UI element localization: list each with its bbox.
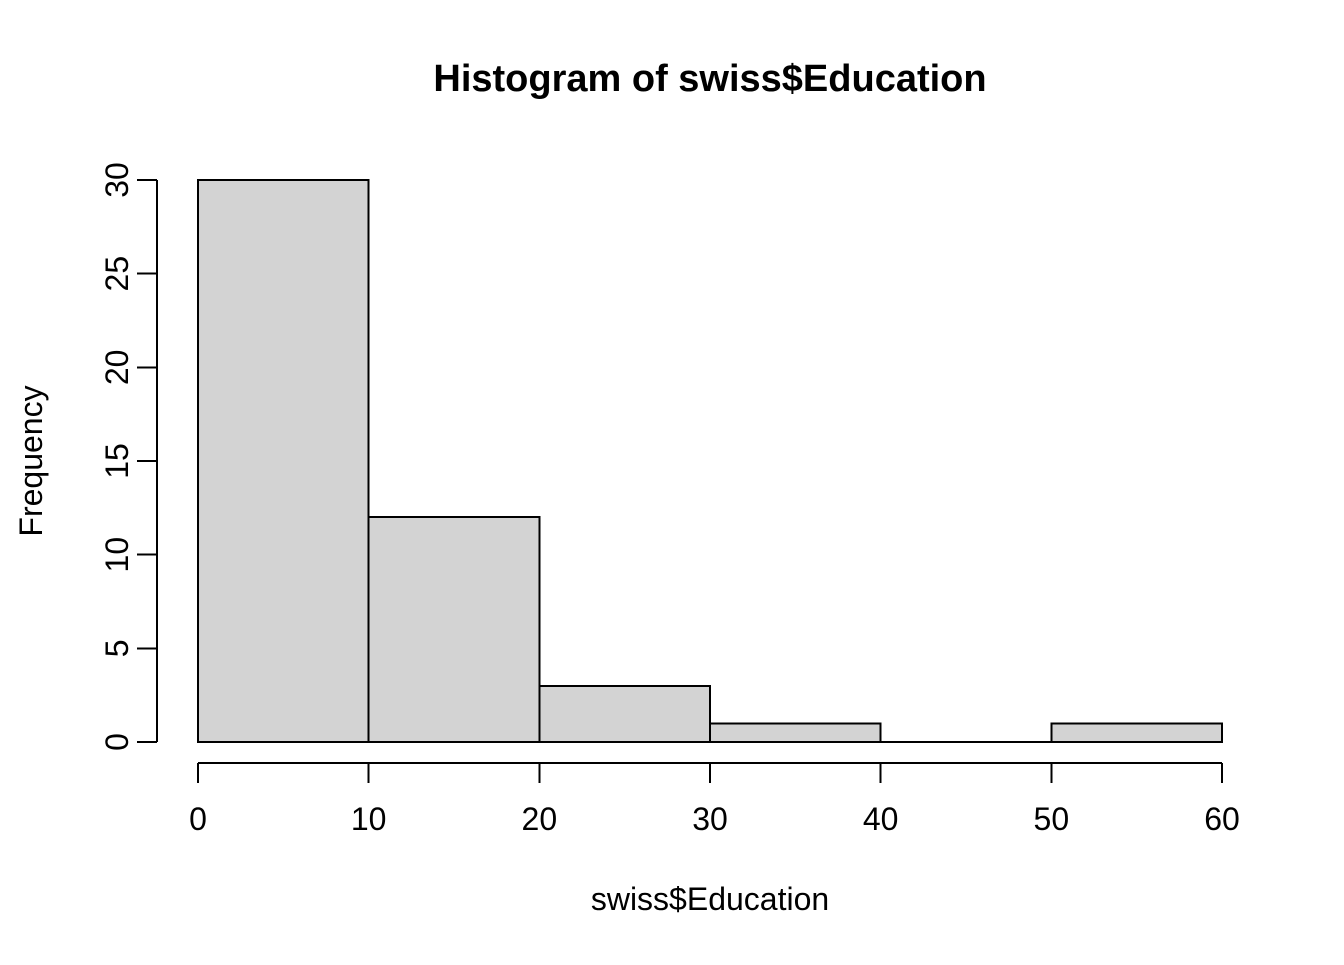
histogram-bar-10-20: [367, 516, 541, 744]
x-tick-label-30: 30: [692, 801, 728, 837]
y-tick-label-30: 30: [99, 162, 135, 198]
y-tick-label-5: 5: [99, 639, 135, 657]
y-tick-label-10: 10: [99, 537, 135, 573]
x-tick-label-0: 0: [189, 801, 207, 837]
bars-group: [197, 179, 1224, 744]
y-axis: 0 5 10 15 20 25 30: [99, 162, 158, 751]
y-tick-label-25: 25: [99, 256, 135, 292]
x-tick-label-60: 60: [1204, 801, 1240, 837]
histogram-bar-30-40: [709, 722, 882, 743]
histogram-bar-50-60: [1050, 722, 1224, 743]
x-tick-label-20: 20: [522, 801, 558, 837]
histogram-bar-0-10: [197, 179, 370, 743]
y-tick-label-15: 15: [99, 443, 135, 479]
y-tick-label-0: 0: [99, 733, 135, 751]
x-axis: 0 10 20 30 40 50 60: [189, 762, 1240, 837]
chart-title: Histogram of swiss$Education: [433, 58, 986, 100]
y-tick-label-20: 20: [99, 350, 135, 386]
y-axis-title: Frequency: [13, 385, 49, 536]
histogram-bar-20-30: [538, 684, 711, 743]
x-tick-label-40: 40: [863, 801, 899, 837]
x-axis-title: swiss$Education: [591, 881, 829, 917]
x-tick-label-50: 50: [1034, 801, 1070, 837]
x-tick-label-10: 10: [351, 801, 387, 837]
